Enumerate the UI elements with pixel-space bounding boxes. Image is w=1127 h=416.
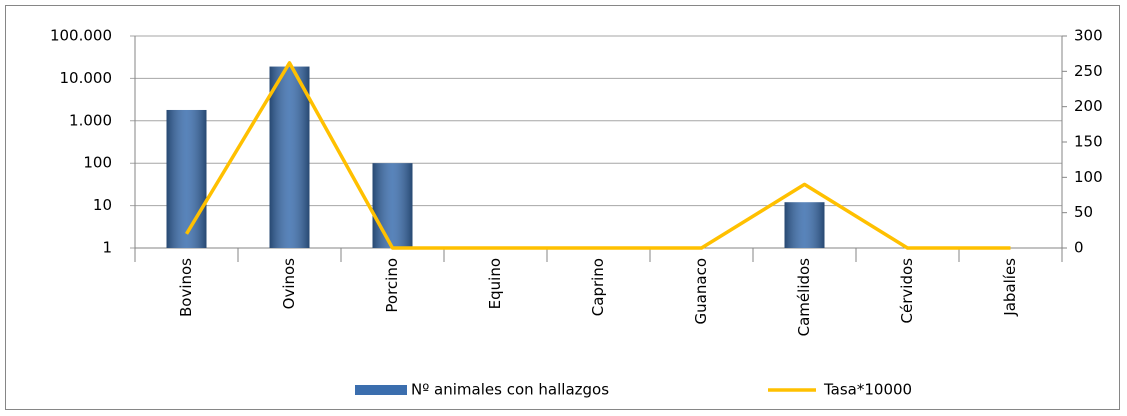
bar bbox=[166, 109, 207, 249]
x-tick-label: Ovinos bbox=[280, 258, 298, 310]
x-tick-label: Camélidos bbox=[795, 258, 813, 337]
legend-label: Nº animales con hallazgos bbox=[411, 381, 609, 399]
y-tick-label: 1 bbox=[102, 239, 112, 257]
y-tick-label: 1.000 bbox=[69, 111, 112, 129]
y2-tick-label: 150 bbox=[1074, 133, 1103, 151]
x-tick-label: Guanaco bbox=[692, 258, 710, 324]
y2-tick-label: 50 bbox=[1074, 203, 1093, 221]
y-tick-label: 10.000 bbox=[60, 69, 113, 87]
y2-tick-label: 300 bbox=[1074, 27, 1103, 45]
bar bbox=[269, 66, 310, 249]
x-tick-label: Equino bbox=[486, 258, 504, 309]
y2-tick-label: 0 bbox=[1074, 239, 1084, 257]
x-tick-label: Jabalíes bbox=[1001, 258, 1019, 317]
legend-label: Tasa*10000 bbox=[823, 381, 912, 399]
x-tick-label: Porcino bbox=[383, 258, 401, 313]
y2-tick-label: 200 bbox=[1074, 97, 1103, 115]
bar bbox=[372, 163, 413, 248]
y2-tick-label: 100 bbox=[1074, 168, 1103, 186]
x-tick-label: Bovinos bbox=[177, 258, 195, 317]
legend-swatch bbox=[355, 385, 407, 395]
y-tick-label: 100 bbox=[83, 154, 112, 172]
x-tick-label: Cérvidos bbox=[898, 258, 916, 324]
line bbox=[185, 61, 1011, 250]
y-tick-label: 100.000 bbox=[50, 27, 112, 45]
x-tick-label: Caprino bbox=[589, 258, 607, 316]
y2-tick-label: 250 bbox=[1074, 62, 1103, 80]
y-tick-label: 10 bbox=[93, 196, 112, 214]
bar bbox=[784, 202, 825, 248]
